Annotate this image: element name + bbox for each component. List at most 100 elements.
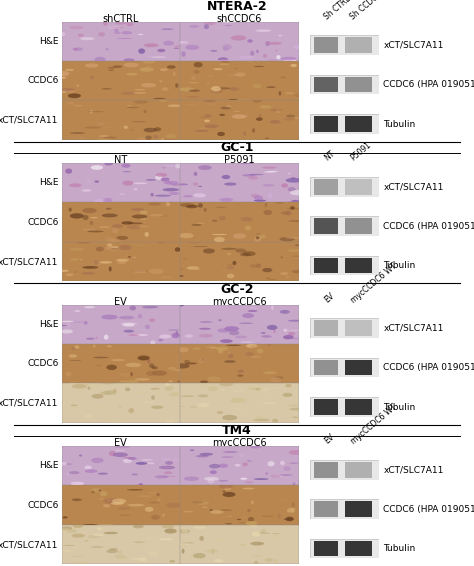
Ellipse shape bbox=[138, 34, 143, 35]
Ellipse shape bbox=[109, 27, 121, 29]
Ellipse shape bbox=[99, 498, 104, 500]
Text: CCDC6: CCDC6 bbox=[27, 76, 59, 85]
Text: H&E: H&E bbox=[39, 178, 59, 187]
Text: CCDC6: CCDC6 bbox=[27, 359, 59, 368]
Ellipse shape bbox=[147, 462, 155, 464]
Ellipse shape bbox=[293, 45, 302, 49]
Ellipse shape bbox=[257, 349, 264, 353]
Ellipse shape bbox=[181, 396, 195, 397]
Ellipse shape bbox=[165, 461, 173, 465]
Ellipse shape bbox=[261, 516, 273, 517]
Bar bbox=[345, 77, 373, 92]
Ellipse shape bbox=[220, 106, 231, 109]
Ellipse shape bbox=[264, 203, 267, 207]
Ellipse shape bbox=[250, 264, 257, 268]
Ellipse shape bbox=[82, 208, 97, 213]
Ellipse shape bbox=[99, 226, 110, 228]
Ellipse shape bbox=[137, 329, 149, 330]
Ellipse shape bbox=[232, 114, 246, 119]
Ellipse shape bbox=[139, 67, 154, 72]
Ellipse shape bbox=[247, 509, 251, 512]
Ellipse shape bbox=[112, 228, 119, 234]
Ellipse shape bbox=[135, 378, 150, 381]
Ellipse shape bbox=[289, 450, 303, 455]
Ellipse shape bbox=[288, 320, 303, 321]
Ellipse shape bbox=[248, 517, 254, 522]
Ellipse shape bbox=[158, 339, 163, 341]
Ellipse shape bbox=[105, 237, 116, 242]
Ellipse shape bbox=[163, 188, 179, 191]
Ellipse shape bbox=[72, 534, 85, 538]
Ellipse shape bbox=[198, 203, 203, 208]
Ellipse shape bbox=[266, 171, 278, 172]
Ellipse shape bbox=[69, 354, 77, 358]
Ellipse shape bbox=[127, 489, 143, 491]
Ellipse shape bbox=[267, 59, 278, 61]
Ellipse shape bbox=[211, 86, 221, 92]
Ellipse shape bbox=[96, 365, 102, 366]
Ellipse shape bbox=[175, 363, 190, 368]
Ellipse shape bbox=[119, 405, 122, 409]
Ellipse shape bbox=[283, 335, 294, 340]
Ellipse shape bbox=[221, 248, 237, 250]
Ellipse shape bbox=[150, 193, 154, 196]
Ellipse shape bbox=[255, 388, 260, 391]
Ellipse shape bbox=[75, 383, 89, 386]
Ellipse shape bbox=[221, 59, 230, 63]
Ellipse shape bbox=[213, 539, 227, 542]
Ellipse shape bbox=[144, 110, 146, 113]
Ellipse shape bbox=[70, 321, 86, 323]
Ellipse shape bbox=[145, 325, 150, 329]
Ellipse shape bbox=[283, 59, 296, 63]
Ellipse shape bbox=[267, 342, 272, 346]
Ellipse shape bbox=[199, 117, 205, 118]
Ellipse shape bbox=[287, 250, 301, 252]
Ellipse shape bbox=[70, 132, 85, 134]
Ellipse shape bbox=[281, 211, 290, 215]
Text: H&E: H&E bbox=[39, 37, 59, 46]
Ellipse shape bbox=[68, 93, 81, 98]
Ellipse shape bbox=[70, 213, 84, 218]
Ellipse shape bbox=[69, 208, 72, 212]
Ellipse shape bbox=[291, 200, 300, 204]
Ellipse shape bbox=[139, 558, 146, 561]
Ellipse shape bbox=[71, 482, 84, 485]
Ellipse shape bbox=[262, 184, 274, 186]
Ellipse shape bbox=[238, 522, 246, 524]
Ellipse shape bbox=[118, 58, 127, 59]
Ellipse shape bbox=[204, 100, 216, 102]
Ellipse shape bbox=[157, 499, 161, 501]
Ellipse shape bbox=[106, 365, 117, 370]
Ellipse shape bbox=[273, 329, 276, 333]
Text: xCT/SLC7A11: xCT/SLC7A11 bbox=[0, 115, 59, 125]
Ellipse shape bbox=[179, 529, 190, 533]
Ellipse shape bbox=[243, 488, 255, 490]
Ellipse shape bbox=[212, 220, 218, 222]
Ellipse shape bbox=[71, 347, 79, 350]
Ellipse shape bbox=[155, 195, 171, 197]
Ellipse shape bbox=[181, 406, 184, 407]
Ellipse shape bbox=[236, 248, 246, 252]
Ellipse shape bbox=[128, 457, 137, 460]
Ellipse shape bbox=[111, 502, 124, 505]
Ellipse shape bbox=[70, 248, 84, 251]
Ellipse shape bbox=[133, 542, 145, 543]
Ellipse shape bbox=[289, 408, 301, 410]
Ellipse shape bbox=[185, 104, 198, 105]
Ellipse shape bbox=[256, 50, 259, 53]
Ellipse shape bbox=[108, 67, 116, 69]
Ellipse shape bbox=[268, 279, 276, 280]
Ellipse shape bbox=[104, 532, 118, 534]
Ellipse shape bbox=[203, 248, 215, 254]
Ellipse shape bbox=[221, 456, 234, 458]
Ellipse shape bbox=[104, 161, 113, 166]
Ellipse shape bbox=[131, 474, 138, 475]
Ellipse shape bbox=[118, 245, 132, 250]
Ellipse shape bbox=[106, 48, 109, 50]
Ellipse shape bbox=[132, 245, 145, 246]
Ellipse shape bbox=[219, 509, 232, 511]
Ellipse shape bbox=[264, 558, 273, 562]
Ellipse shape bbox=[97, 528, 102, 530]
Ellipse shape bbox=[198, 384, 211, 387]
Ellipse shape bbox=[87, 230, 104, 233]
